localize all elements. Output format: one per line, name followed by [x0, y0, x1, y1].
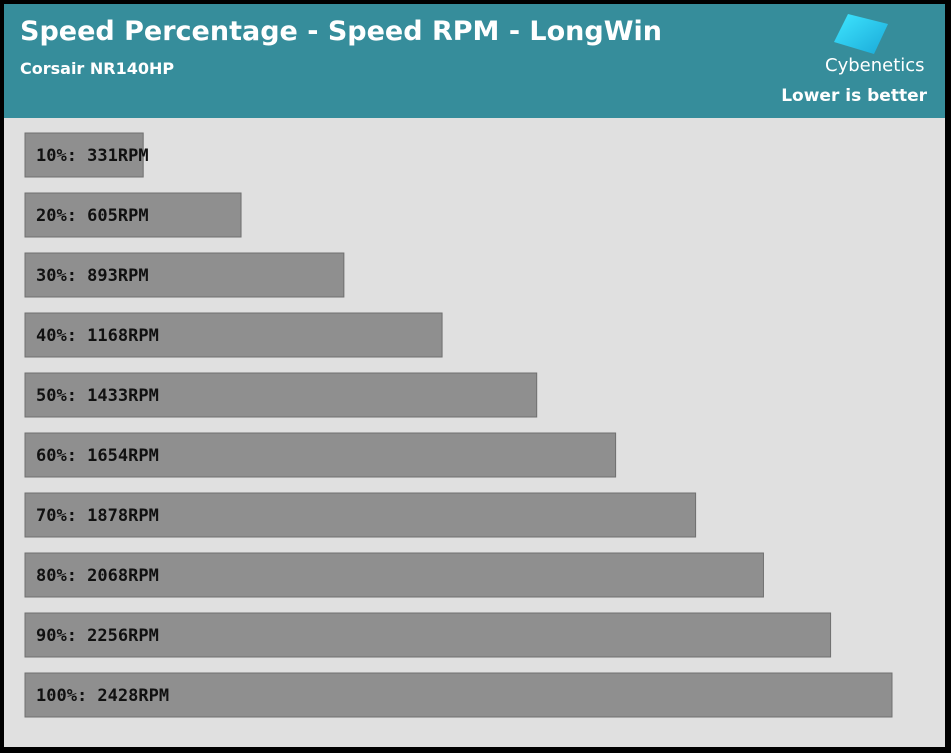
bar-40pct	[24, 312, 443, 358]
bar-label-40pct: 40%: 1168RPM	[36, 326, 159, 346]
bar-60pct	[24, 432, 617, 478]
bar-label-10pct: 10%: 331RPM	[36, 146, 149, 166]
bar-10pct	[24, 132, 144, 178]
bar-80pct	[24, 552, 764, 598]
bar-30pct	[24, 252, 345, 298]
chart-frame: Speed Percentage - Speed RPM - LongWin C…	[4, 4, 945, 747]
bar-label-20pct: 20%: 605RPM	[36, 206, 149, 226]
bar-label-30pct: 30%: 893RPM	[36, 266, 149, 286]
chart-header: Speed Percentage - Speed RPM - LongWin C…	[4, 4, 945, 118]
bar-100pct	[24, 672, 893, 718]
bar-label-80pct: 80%: 2068RPM	[36, 566, 159, 586]
bar-50pct	[24, 372, 538, 418]
bar-20pct	[24, 192, 242, 238]
bar-label-70pct: 70%: 1878RPM	[36, 506, 159, 526]
bar-90pct	[24, 612, 832, 658]
lower-is-better-note: Lower is better	[781, 86, 927, 106]
cybenetics-logo-icon	[834, 14, 888, 54]
bar-chart: 10%: 331RPM 20%: 605RPM 30%: 893RPM 40%: 11…	[24, 132, 893, 718]
brand-name: Cybenetics	[825, 55, 925, 76]
chart-title: Speed Percentage - Speed RPM - LongWin	[20, 16, 662, 47]
bar-label-100pct: 100%: 2428RPM	[36, 686, 169, 706]
bar-label-90pct: 90%: 2256RPM	[36, 626, 159, 646]
bar-label-60pct: 60%: 1654RPM	[36, 446, 159, 466]
chart-subtitle: Corsair NR140HP	[20, 59, 175, 78]
bar-70pct	[24, 492, 697, 538]
bar-label-50pct: 50%: 1433RPM	[36, 386, 159, 406]
